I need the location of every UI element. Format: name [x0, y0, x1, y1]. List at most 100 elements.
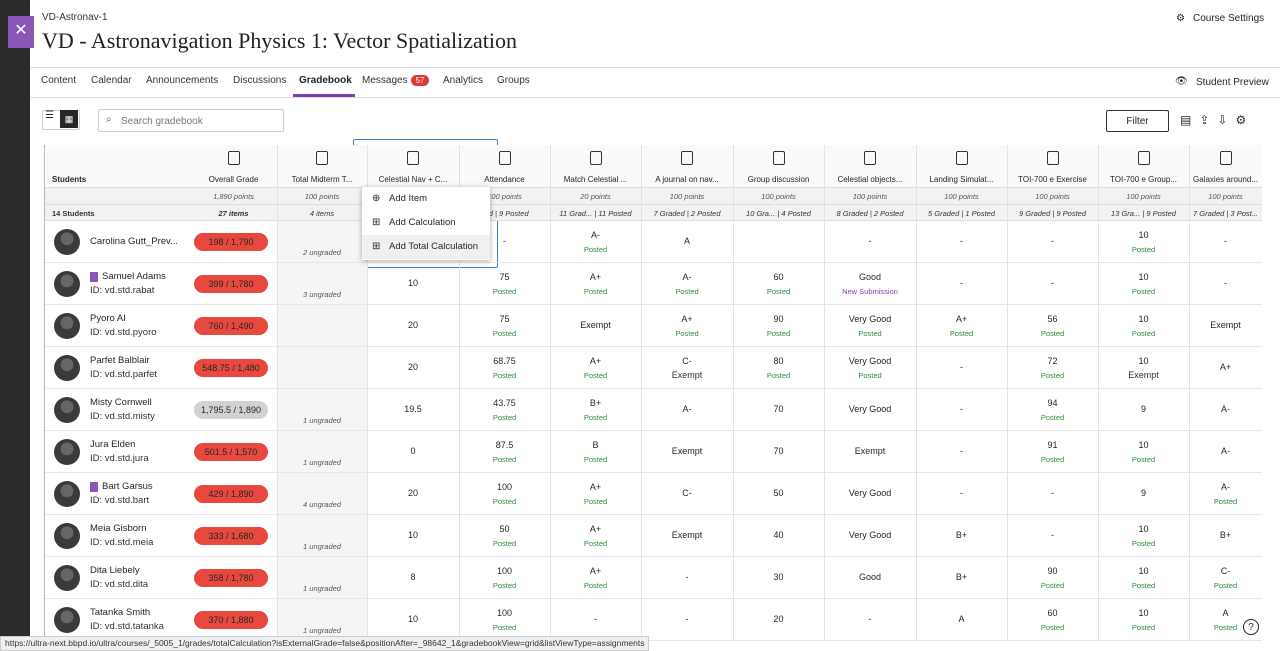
grade-cell[interactable]: C-	[682, 488, 692, 498]
column-header[interactable]: Group discussion	[747, 175, 810, 184]
grade-cell[interactable]: -	[868, 236, 872, 246]
grade-cell[interactable]: Good	[858, 572, 882, 582]
grade-cell[interactable]: 0	[410, 446, 416, 456]
grade-cell[interactable]: A-	[1221, 446, 1230, 456]
column-header[interactable]: Galaxies around...	[1193, 175, 1258, 184]
grade-cell[interactable]: A+	[589, 272, 602, 282]
nav-tab[interactable]: Content	[41, 75, 77, 86]
overall-grade[interactable]: 370 / 1,880	[194, 611, 268, 629]
grade-cell[interactable]: 20	[773, 614, 784, 624]
column-header[interactable]: Celestial Nav + C...	[378, 175, 448, 184]
grade-cell[interactable]: B	[592, 440, 599, 450]
grade-cell[interactable]: 50	[773, 488, 784, 498]
overall-grade[interactable]: 399 / 1,780	[194, 275, 268, 293]
grade-cell[interactable]: -	[960, 278, 963, 288]
column-header[interactable]: TOI-700 e Exercise	[1018, 175, 1087, 184]
grade-cell[interactable]: 20	[407, 488, 418, 498]
grade-cell[interactable]: Very Good	[848, 488, 892, 498]
grade-cell[interactable]: Exempt	[671, 446, 703, 456]
grade-cell[interactable]: 8	[410, 572, 416, 582]
nav-tab[interactable]: Messages 57	[362, 75, 430, 86]
grade-cell[interactable]: A+	[589, 566, 602, 576]
nav-tab[interactable]: Announcements	[146, 75, 219, 86]
grade-cell[interactable]: -	[960, 236, 963, 246]
grade-cell[interactable]: 72	[1047, 356, 1058, 366]
overall-grade[interactable]: 429 / 1,890	[194, 485, 268, 503]
menu-item[interactable]: Add Total Calculation ⊞	[362, 235, 490, 259]
grade-cell[interactable]: -	[503, 236, 506, 246]
overall-grade[interactable]: 333 / 1,680	[194, 527, 268, 545]
overall-grade[interactable]: 501.5 / 1,570	[194, 443, 268, 461]
student-name[interactable]: Pyoro AI	[90, 313, 126, 324]
grade-cell[interactable]: 10	[1138, 314, 1149, 324]
grade-cell[interactable]: -	[1224, 278, 1227, 288]
column-header[interactable]: Match Celestial ...	[563, 175, 628, 184]
grade-cell[interactable]: -	[1224, 236, 1227, 246]
grade-cell[interactable]: -	[685, 614, 689, 624]
filter-button[interactable]: Filter	[1106, 110, 1169, 132]
grade-cell[interactable]: 100	[496, 608, 513, 618]
grade-cell[interactable]: A+	[589, 356, 602, 366]
nav-tab[interactable]: Analytics	[443, 75, 484, 86]
grade-cell[interactable]: 10	[1138, 440, 1149, 450]
grade-cell[interactable]: A+	[589, 524, 602, 534]
student-name[interactable]: Jura Elden	[90, 439, 136, 450]
grade-cell[interactable]: 43.75	[493, 398, 516, 408]
grade-cell[interactable]: C-	[1220, 566, 1231, 576]
student-name[interactable]: Bart Garsus	[102, 481, 153, 492]
grade-cell[interactable]: -	[1051, 530, 1054, 540]
student-name[interactable]: Misty Cornwell	[90, 397, 152, 408]
grade-cell[interactable]: 10	[407, 614, 418, 624]
overall-grade[interactable]: 548.75 / 1,480	[194, 359, 268, 377]
grade-cell[interactable]: -	[1051, 488, 1054, 498]
grade-cell[interactable]: 10	[1138, 566, 1149, 576]
grade-cell[interactable]: B+	[1219, 530, 1232, 540]
grade-cell[interactable]: A+	[1219, 362, 1232, 372]
grade-cell[interactable]: 40	[773, 530, 784, 540]
column-header[interactable]: Attendance	[484, 175, 525, 184]
grade-cell[interactable]: 90	[1047, 566, 1058, 576]
grade-cell[interactable]: A-	[682, 404, 692, 414]
grade-cell[interactable]: 75	[499, 314, 510, 324]
nav-tab[interactable]: Groups	[497, 75, 530, 86]
grade-cell[interactable]: 50	[499, 524, 510, 534]
grade-cell[interactable]: A-	[1221, 482, 1230, 492]
column-header[interactable]: TOI-700 e Group...	[1110, 175, 1177, 184]
grid-view[interactable]: ▦	[60, 110, 78, 128]
grade-cell[interactable]: A-	[1221, 404, 1230, 414]
grade-cell[interactable]: A	[683, 236, 690, 246]
grade-cell[interactable]: -	[1051, 278, 1054, 288]
grade-cell[interactable]: 100	[496, 566, 513, 576]
grade-cell[interactable]: -	[594, 614, 597, 624]
grade-cell[interactable]: B+	[955, 530, 968, 540]
list-view[interactable]: ☰	[45, 110, 54, 121]
nav-tab[interactable]: Discussions	[233, 75, 287, 86]
student-preview[interactable]: Student Preview	[1196, 77, 1269, 88]
grade-cell[interactable]: Exempt	[854, 446, 886, 456]
grade-cell[interactable]: -	[960, 488, 963, 498]
close-button[interactable]: ✕	[8, 16, 34, 48]
grade-cell[interactable]: 70	[773, 404, 784, 414]
student-name[interactable]: Dita Liebely	[90, 565, 140, 576]
grade-cell[interactable]: 94	[1047, 398, 1058, 408]
grade-cell[interactable]: A+	[681, 314, 693, 324]
student-name[interactable]: Parfet Balblair	[90, 355, 150, 366]
grade-cell[interactable]: 56	[1047, 314, 1058, 324]
grade-cell[interactable]: 10	[1138, 230, 1149, 240]
search-box[interactable]: Search gradebook	[98, 109, 284, 132]
grade-cell[interactable]: 60	[1047, 608, 1058, 618]
grade-cell[interactable]: Very Good	[848, 530, 892, 540]
column-header[interactable]: Overall Grade	[208, 175, 259, 184]
settings-icon[interactable]: ⚙	[1176, 13, 1185, 24]
grade-cell[interactable]: A-	[591, 230, 600, 240]
grade-cell[interactable]: 90	[773, 314, 784, 324]
grade-cell[interactable]: A-	[682, 272, 692, 282]
overall-grade[interactable]: 760 / 1,490	[194, 317, 268, 335]
grade-cell[interactable]: 20	[407, 320, 418, 330]
grade-cell[interactable]: 70	[773, 446, 784, 456]
grade-cell[interactable]: 68.75	[493, 356, 516, 366]
grade-cell[interactable]: A+	[589, 482, 602, 492]
column-header[interactable]: Celestial objects...	[837, 175, 903, 184]
grade-cell[interactable]: A	[958, 614, 965, 624]
grade-cell[interactable]: Exempt	[1210, 320, 1241, 330]
